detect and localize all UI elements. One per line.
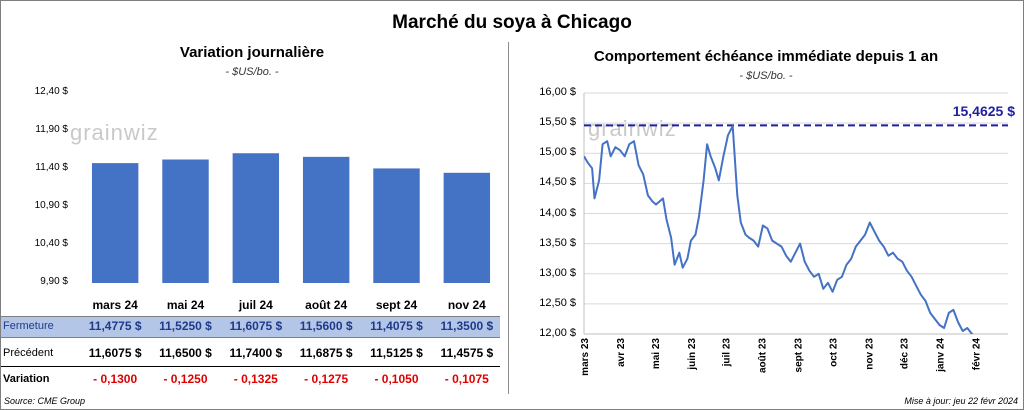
row-separator [1, 366, 500, 367]
close-row-band [1, 316, 500, 338]
watermark-right: grainwiz [588, 116, 677, 141]
close-value: 11,5250 $ [159, 319, 212, 333]
x-tick-label: oct 23 [829, 338, 840, 367]
y-tick-label: 15,00 $ [539, 146, 576, 159]
bar [302, 156, 350, 283]
y-tick-label: 10,90 $ [34, 200, 68, 211]
prev-value: 11,6875 $ [299, 346, 353, 360]
bar [373, 168, 420, 283]
y-tick-label: 12,00 $ [539, 327, 576, 339]
variation-value: - 0,1325 [233, 372, 278, 386]
bar [443, 172, 491, 283]
variation-value: - 0,1050 [374, 372, 419, 386]
x-tick-label: juin 23 [687, 338, 698, 371]
x-tick-label: janv 24 [935, 338, 946, 373]
y-tick-label: 13,50 $ [539, 236, 576, 249]
price-series-line [584, 125, 974, 334]
prev-value: 11,6075 $ [88, 346, 142, 360]
y-tick-label: 11,90 $ [35, 124, 68, 135]
main-title: Marché du soya à Chicago [392, 12, 632, 33]
close-value: 11,4075 $ [370, 319, 423, 333]
x-tick-label: nov 23 [865, 338, 876, 370]
right-panel-unit: - $US/bo. - [739, 70, 793, 82]
right-panel-title: Comportement échéance immédiate depuis 1… [593, 48, 939, 65]
close-value: 11,5600 $ [299, 319, 353, 333]
update-note: Mise à jour: jeu 22 févr 2024 [904, 396, 1018, 406]
y-tick-label: 16,00 $ [539, 86, 576, 98]
y-tick-label: 12,40 $ [34, 86, 68, 97]
y-tick-label: 14,50 $ [539, 176, 576, 189]
source-note: Source: CME Group [4, 396, 86, 406]
x-category-label: mars 24 [92, 298, 138, 312]
close-value: 11,3500 $ [440, 319, 494, 333]
x-tick-label: mai 23 [651, 338, 662, 370]
x-tick-label: avr 23 [616, 338, 627, 367]
x-tick-label: août 23 [758, 338, 769, 373]
close-value: 11,6075 $ [229, 319, 283, 333]
x-category-label: août 24 [305, 298, 348, 312]
variation-value: - 0,1075 [444, 372, 489, 386]
x-category-label: sept 24 [375, 298, 418, 312]
prev-value: 11,5125 $ [370, 346, 423, 360]
bar [162, 159, 209, 283]
y-tick-label: 10,40 $ [34, 238, 68, 249]
y-tick-label: 13,00 $ [539, 266, 576, 279]
y-tick-label: 12,50 $ [539, 296, 576, 309]
x-category-label: juil 24 [238, 298, 273, 312]
bar [232, 153, 280, 283]
bar [91, 163, 139, 283]
y-tick-label: 11,40 $ [35, 162, 68, 173]
x-tick-label: sept 23 [794, 338, 805, 373]
x-tick-label: déc 23 [899, 338, 910, 370]
prev-row-label: Précédent [3, 347, 54, 359]
close-row-label: Fermeture [3, 320, 54, 332]
x-tick-label: juil 23 [722, 338, 733, 368]
x-tick-label: mars 23 [580, 338, 591, 376]
variation-value: - 0,1250 [163, 372, 208, 386]
watermark-left: grainwiz [70, 120, 159, 145]
panel-divider [508, 42, 509, 394]
var-row-label: Variation [3, 373, 50, 385]
y-tick-label: 14,00 $ [539, 206, 576, 219]
prev-value: 11,6500 $ [159, 346, 212, 360]
prev-value: 11,7400 $ [229, 346, 283, 360]
reference-value-label: 15,4625 $ [952, 103, 1015, 119]
left-panel-unit: - $US/bo. - [225, 66, 279, 78]
close-value: 11,4775 $ [88, 319, 142, 333]
variation-value: - 0,1300 [93, 372, 138, 386]
y-tick-label: 9,90 $ [40, 276, 68, 287]
x-category-label: nov 24 [447, 298, 486, 312]
prev-value: 11,4575 $ [440, 346, 494, 360]
x-tick-label: févr 24 [971, 338, 982, 371]
x-category-label: mai 24 [166, 298, 205, 312]
y-tick-label: 15,50 $ [539, 116, 576, 129]
variation-value: - 0,1275 [304, 372, 349, 386]
left-panel-title: Variation journalière [179, 44, 325, 61]
